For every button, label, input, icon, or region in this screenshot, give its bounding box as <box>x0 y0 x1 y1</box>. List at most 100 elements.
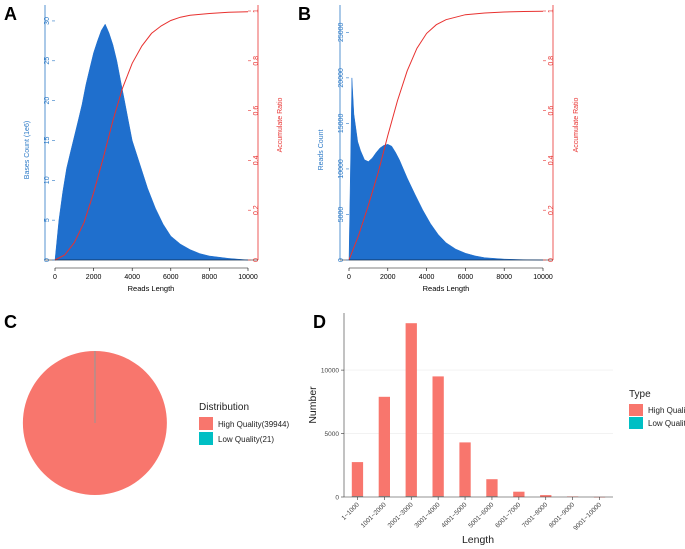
panel-d-x-tick-label: 4001~5000 <box>440 501 468 529</box>
a-x-tick-label: 6000 <box>163 274 179 281</box>
panel-d-y-tick-label: 0 <box>335 495 339 502</box>
panel-d-legend-swatch-low <box>629 417 643 429</box>
b-area-shape <box>348 77 544 261</box>
a-y2-tick-label: 0.4 <box>253 155 260 165</box>
panel-d: D 0 5000 10000 1~10001001~20002001~3000300… <box>307 312 685 546</box>
panel-d-x-tick-label: 5001~6000 <box>467 501 495 529</box>
panel-d-x-tick-label: 1001~2000 <box>360 501 388 529</box>
b-y2-tick-label: 0.6 <box>548 106 555 116</box>
a-y-tick-label: 25 <box>44 57 51 65</box>
b-y-tick-label: 20000 <box>338 68 345 88</box>
panel-d-ylabel: Number <box>307 386 319 424</box>
a-x-tick-label: 2000 <box>86 274 102 281</box>
panel-a-histogram <box>54 23 249 261</box>
panel-a-label: A <box>4 4 17 24</box>
a-y-tick-label: 30 <box>44 17 51 25</box>
panel-c-legend-label-high: High Quality(39944) <box>218 420 289 429</box>
panel-a-ylabel: Bases Count (1e6) <box>24 121 31 179</box>
b-y2-tick-label: 0.2 <box>548 205 555 215</box>
b-x-tick-label: 2000 <box>380 274 396 281</box>
panel-b-cumulative <box>348 10 544 261</box>
b-x-tick-label: 0 <box>347 274 351 281</box>
panel-b-x-ticks: 0 2000 4000 6000 8000 10000 <box>347 268 553 281</box>
panel-d-x-tick-label: 8001~9000 <box>548 501 576 529</box>
panel-d-x-tick-label: 1~1000 <box>340 501 361 522</box>
panel-c-legend-label-low: Low Quality(21) <box>218 435 274 444</box>
panel-a-y2-ticks: 0 0.2 0.4 0.6 0.8 1 <box>248 9 260 262</box>
panel-c: C Distribution High Quality(39944) Low Q… <box>4 312 289 495</box>
panel-b-xlabel: Reads Length <box>423 284 470 293</box>
panel-c-legend-swatch-high <box>199 417 213 430</box>
bar-high-quality <box>459 442 471 497</box>
b-x-tick-label: 6000 <box>458 274 474 281</box>
a-y-tick-label: 20 <box>44 97 51 105</box>
bar-high-quality <box>513 491 525 497</box>
panel-b-label: B <box>298 4 311 24</box>
a-y-tick-label: 5 <box>44 218 51 222</box>
a-x-tick-label: 0 <box>53 274 57 281</box>
a-y2-tick-label: 0.6 <box>253 106 260 116</box>
a-y-tick-label: 15 <box>44 136 51 144</box>
b-y-tick-label: 0 <box>338 258 345 262</box>
panel-b-y2-ticks: 0 0.2 0.4 0.6 0.8 1 <box>543 9 555 262</box>
a-y2-tick-label: 0.2 <box>253 205 260 215</box>
bar-high-quality <box>405 323 417 497</box>
b-y-tick-label: 15000 <box>338 114 345 134</box>
panel-d-legend-swatch-high <box>629 404 643 416</box>
bar-low-quality <box>351 496 364 497</box>
panel-b-y2label: Accumulate Ratio <box>573 97 580 152</box>
b-y2-tick-label: 0 <box>548 258 555 262</box>
panel-c-legend-title: Distribution <box>199 402 249 413</box>
b-x-tick-label: 4000 <box>419 274 435 281</box>
panel-d-y-tick-label: 10000 <box>321 368 339 375</box>
bar-high-quality <box>540 495 552 497</box>
a-x-tick-label: 4000 <box>124 274 140 281</box>
panel-d-x-tick-label: 9001~10000 <box>572 501 603 532</box>
b-y2-tick-label: 0.4 <box>548 155 555 165</box>
bar-high-quality <box>351 462 364 497</box>
panel-d-y-ticks: 0 5000 10000 <box>321 368 344 502</box>
panel-d-xlabel: Length <box>462 534 494 546</box>
panel-d-y-tick-label: 5000 <box>325 431 340 438</box>
panel-d-legend-label-low: Low Quality <box>648 419 685 428</box>
a-y-tick-label: 10 <box>44 176 51 184</box>
panel-d-x-tick-label: 2001~3000 <box>387 501 415 529</box>
a-y2-tick-label: 0 <box>253 258 260 262</box>
panel-a-y-ticks: 0 5 10 15 20 25 30 <box>44 17 55 262</box>
a-x-tick-label: 10000 <box>238 274 258 281</box>
a-y-tick-label: 0 <box>44 258 51 262</box>
b-cumulative-line <box>348 10 544 261</box>
panel-a-xlabel: Reads Length <box>128 284 175 293</box>
panel-a-x-ticks: 0 2000 4000 6000 8000 10000 <box>53 268 258 281</box>
a-cumulative-line <box>54 11 249 261</box>
panel-c-pie <box>22 350 167 495</box>
b-y-tick-label: 5000 <box>338 207 345 223</box>
b-y2-tick-label: 0.8 <box>548 56 555 66</box>
panel-a-cumulative <box>54 11 249 261</box>
panel-d-x-ticks: 1~10001001~20002001~30003001~40004001~50… <box>340 497 603 532</box>
b-x-tick-label: 10000 <box>533 274 553 281</box>
b-x-tick-label: 8000 <box>496 274 512 281</box>
panel-d-legend-label-high: High Quality <box>648 406 685 415</box>
panel-b: B 0 2000 4000 6000 8000 10000 0 5000 10000 15000… <box>298 4 580 293</box>
b-y-tick-label: 10000 <box>338 159 345 179</box>
panel-b-histogram <box>348 77 544 261</box>
a-area-shape <box>54 23 249 261</box>
panel-a-y2label: Accumulate Ratio <box>277 97 284 152</box>
panel-b-y-ticks: 0 5000 10000 15000 20000 25000 <box>338 22 349 262</box>
bar-high-quality <box>432 376 444 497</box>
b-y2-tick-label: 1 <box>548 9 555 13</box>
panel-d-x-tick-label: 6001~7000 <box>494 501 522 529</box>
panel-d-x-tick-label: 3001~4000 <box>413 501 441 529</box>
panel-d-label: D <box>313 312 326 332</box>
a-y2-tick-label: 0.8 <box>253 56 260 66</box>
bar-low-quality <box>405 496 417 497</box>
bar-low-quality <box>378 496 390 497</box>
bar-high-quality <box>486 479 498 497</box>
panel-c-legend-swatch-low <box>199 432 213 445</box>
b-y-tick-label: 25000 <box>338 22 345 42</box>
panel-d-x-tick-label: 7001~8000 <box>521 501 549 529</box>
panel-d-legend-title: Type <box>629 389 651 400</box>
